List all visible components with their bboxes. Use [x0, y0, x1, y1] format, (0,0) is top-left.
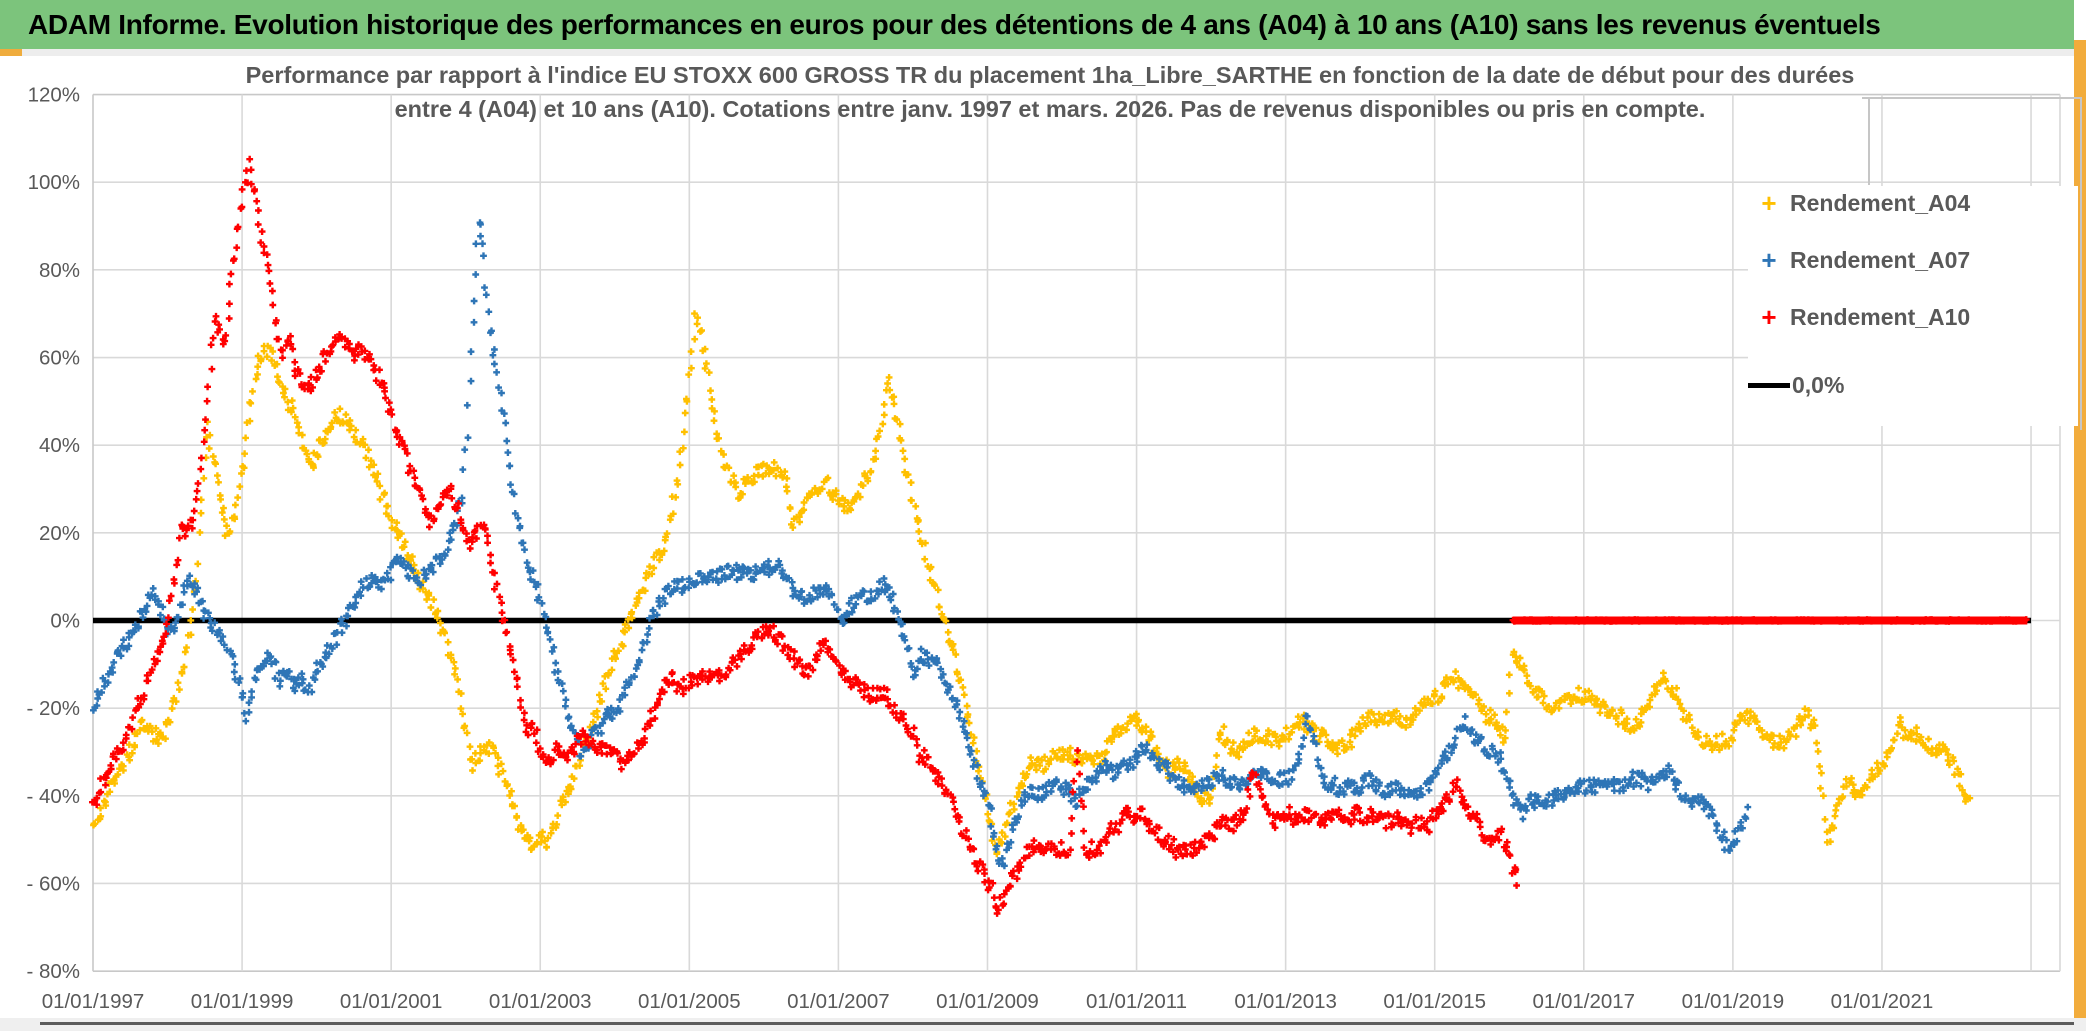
- legend-right-border-line: [2080, 97, 2082, 430]
- y-tick-label: - 40%: [26, 785, 80, 808]
- header-banner: ADAM Informe. Evolution historique des p…: [0, 0, 2074, 49]
- series-zero-markers-Rendement_A10: [1509, 616, 2030, 625]
- legend-item-a04[interactable]: + Rendement_A04: [1748, 186, 1970, 220]
- chart-subtitle-line1: Performance par rapport à l'indice EU ST…: [245, 62, 1855, 88]
- x-tick-label: 01/01/2001: [340, 990, 443, 1013]
- x-tick-label: 01/01/2011: [1086, 990, 1187, 1013]
- y-tick-label: 100%: [28, 171, 80, 194]
- y-tick-label: - 60%: [26, 872, 80, 895]
- banner-underline: [0, 49, 2086, 57]
- x-tick-label: 01/01/2013: [1234, 990, 1337, 1013]
- series-Rendement_A04: [90, 310, 1974, 858]
- x-tick-label: 01/01/2021: [1831, 990, 1934, 1013]
- y-tick-label: 60%: [39, 347, 80, 370]
- line-swatch-icon: [1748, 382, 1790, 388]
- page-title: ADAM Informe. Evolution historique des p…: [28, 8, 1881, 40]
- chart-legend: + Rendement_A04 + Rendement_A07 + Rendem…: [1748, 186, 2078, 426]
- x-tick-label: 01/01/1999: [191, 990, 294, 1013]
- x-tick-label: 01/01/2009: [936, 990, 1039, 1013]
- plus-icon: +: [1761, 302, 1777, 332]
- y-tick-label: 40%: [39, 434, 80, 457]
- y-tick-label: 20%: [39, 522, 80, 545]
- y-tick-label: 120%: [28, 84, 80, 107]
- x-tick-label: 01/01/2007: [787, 990, 890, 1013]
- gold-corner-top-left: [0, 49, 22, 57]
- x-tick-label: 01/01/1997: [42, 990, 145, 1013]
- chart-subtitle-line2: entre 4 (A04) et 10 ans (A10). Cotations…: [394, 96, 1706, 122]
- legend-label: Rendement_A07: [1790, 246, 1971, 273]
- y-tick-label: 0%: [50, 610, 80, 633]
- y-tick-label: - 80%: [26, 960, 80, 983]
- legend-item-zero-line[interactable]: 0,0%: [1748, 368, 1844, 402]
- title-leader-line-horizontal: [1862, 97, 2082, 99]
- x-tick-label: 01/01/2019: [1682, 990, 1785, 1013]
- y-tick-label: - 20%: [26, 697, 80, 720]
- legend-label: Rendement_A10: [1790, 303, 1971, 330]
- x-tick-label: 01/01/2005: [638, 990, 741, 1013]
- plus-icon: +: [1761, 245, 1777, 275]
- x-tick-label: 01/01/2017: [1532, 990, 1635, 1013]
- y-tick-label: 80%: [39, 259, 80, 282]
- legend-item-a07[interactable]: + Rendement_A07: [1748, 243, 1970, 277]
- scatter-plot[interactable]: 120% 100% 80% 60% 40% 20% 0% - 20% - 40% - 60% - 8…: [0, 56, 2074, 1018]
- series-Rendement_A10: [89, 155, 1520, 917]
- chart-subtitle: Performance par rapport à l'indice EU ST…: [110, 58, 1990, 126]
- title-leader-line-vertical: [1868, 97, 1870, 185]
- x-tick-label: 01/01/2003: [489, 990, 592, 1013]
- legend-label: Rendement_A04: [1790, 189, 1971, 216]
- legend-item-a10[interactable]: + Rendement_A10: [1748, 300, 1970, 334]
- bottom-border-line: [40, 1022, 2074, 1025]
- plus-icon: +: [1761, 188, 1777, 218]
- chart-area[interactable]: 120% 100% 80% 60% 40% 20% 0% - 20% - 40% - 60% - 8…: [0, 56, 2074, 1018]
- legend-label: 0,0%: [1792, 371, 1845, 398]
- x-tick-label: 01/01/2015: [1383, 990, 1486, 1013]
